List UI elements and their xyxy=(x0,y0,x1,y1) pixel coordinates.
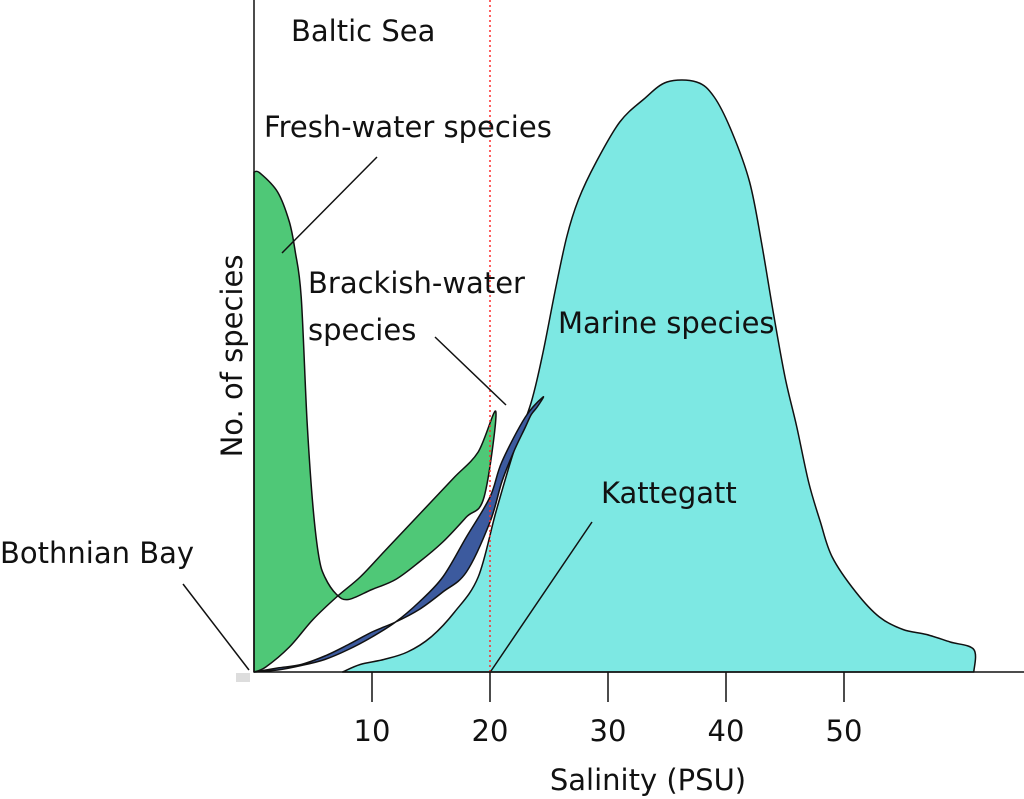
fresh-water-species-label: Fresh-water species xyxy=(264,110,552,144)
fresh-water-leader-line xyxy=(281,156,378,254)
brackish-water-leader-line xyxy=(434,336,507,406)
x-tick-label-50: 50 xyxy=(826,714,863,748)
marine-species-label: Marine species xyxy=(558,306,775,340)
kattegatt-leader-line xyxy=(490,521,593,672)
x-axis-label: Salinity (PSU) xyxy=(550,763,746,797)
baltic-sea-label: Baltic Sea xyxy=(291,14,435,48)
x-tick-label-10: 10 xyxy=(354,714,391,748)
x-tick-label-40: 40 xyxy=(708,714,745,748)
brackish-water-label-line1: Brackish-water xyxy=(308,266,525,300)
bothnian-bay-leader-line xyxy=(182,583,250,671)
brackish-water-label-line2: species xyxy=(308,313,416,347)
kattegatt-label: Kattegatt xyxy=(601,476,737,510)
x-tick-label-30: 30 xyxy=(590,714,627,748)
fresh-water-species-area xyxy=(253,170,497,673)
axis-origin-marker xyxy=(236,673,250,682)
bothnian-bay-label: Bothnian Bay xyxy=(0,536,194,570)
marine-species-area xyxy=(341,79,977,673)
x-tick-label-20: 20 xyxy=(472,714,509,748)
y-axis-label: No. of species xyxy=(215,255,249,458)
brackish-water-species-area xyxy=(253,396,545,673)
